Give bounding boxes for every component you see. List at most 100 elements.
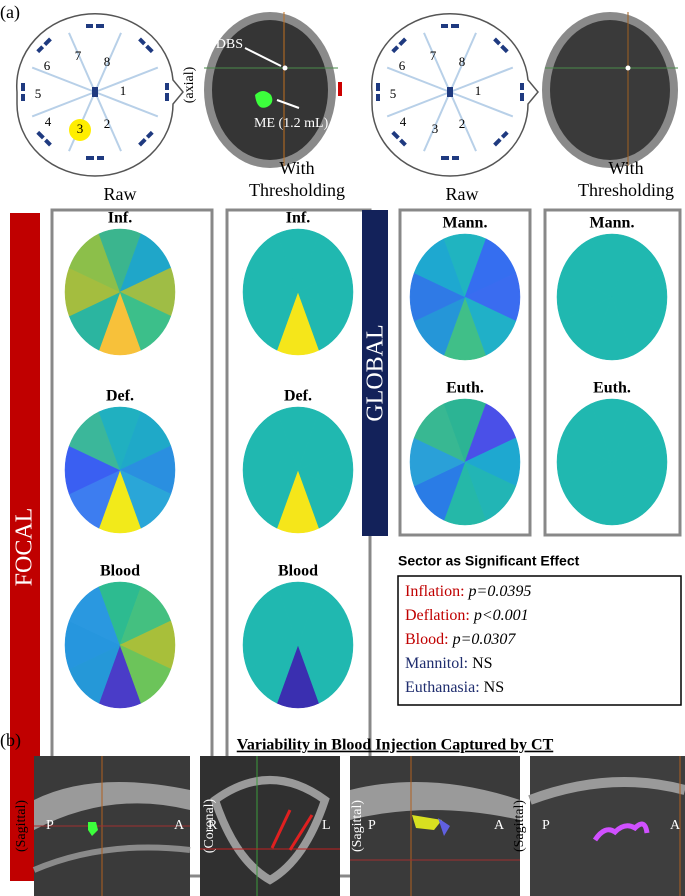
sector-number: 8	[459, 54, 466, 69]
head-diagram: 1 2 3 456 7 8	[15, 13, 184, 177]
legend-entry: Inflation: p=0.0395	[405, 583, 531, 600]
electrode	[493, 37, 509, 54]
header: Raw	[104, 184, 137, 204]
sector-line	[68, 32, 96, 93]
legend-entry: Euthanasia: NS	[405, 679, 504, 696]
pie-label: Inf.	[108, 210, 132, 227]
pie-label: Euth.	[593, 380, 631, 397]
sector-number: 6	[44, 58, 51, 73]
sector-line	[94, 91, 159, 118]
view-label: (Sagittal)	[512, 800, 527, 852]
effect: Deflation:	[405, 607, 470, 624]
direction: A	[670, 818, 681, 833]
sector-number: 6	[399, 58, 406, 73]
effect: Euthanasia:	[405, 679, 480, 696]
direction: A	[494, 818, 505, 833]
sector-number: 4	[400, 114, 407, 129]
sector-line	[449, 91, 514, 118]
center-marker	[92, 87, 98, 97]
direction: P	[542, 818, 550, 833]
pie-sector	[119, 469, 172, 529]
pie-label: Inf.	[286, 210, 310, 227]
sector-line	[449, 91, 477, 152]
sector-line	[386, 66, 451, 93]
sector-line	[449, 32, 477, 93]
electrode	[36, 130, 52, 147]
sector-number: 8	[104, 54, 111, 69]
header: With	[608, 158, 643, 178]
sector-line	[94, 66, 159, 93]
panel-title: Variability in Blood Injection Captured …	[237, 737, 554, 754]
sector-line	[449, 66, 514, 93]
sector-line	[94, 32, 122, 93]
sector-number: 2	[459, 116, 466, 131]
pie-label: Euth.	[446, 380, 484, 397]
view-label: (axial)	[182, 66, 197, 103]
effect: Mannitol:	[405, 655, 468, 672]
sector-number: 4	[45, 114, 52, 129]
direction: L	[322, 818, 331, 833]
pie-sector	[119, 644, 172, 704]
legend-entry: Blood: p=0.0307	[405, 631, 516, 648]
sector-number: 2	[104, 116, 111, 131]
pie-sector	[297, 469, 350, 529]
direction: P	[46, 818, 54, 833]
result: p<0.001	[473, 607, 529, 624]
pie-label: Blood	[278, 563, 318, 580]
pie-sector	[464, 461, 517, 521]
group-label: GLOBAL	[363, 324, 389, 421]
panel-label: (b)	[0, 730, 21, 751]
sector-number: 3	[77, 121, 84, 136]
pie-label: Def.	[106, 388, 134, 405]
direction: A	[174, 818, 185, 833]
header: Thresholding	[578, 180, 674, 200]
group-label: FOCAL	[12, 508, 38, 587]
sector-line	[423, 32, 451, 93]
pie-sector	[611, 296, 664, 356]
sector-line	[31, 91, 96, 118]
pie-label: Def.	[284, 388, 312, 405]
effect: Blood:	[405, 631, 449, 648]
electrode	[493, 130, 509, 147]
sector-number: 3	[432, 121, 439, 136]
legend-box	[397, 575, 682, 706]
sector-number: 5	[390, 86, 397, 101]
electrode	[36, 37, 52, 54]
header: Thresholding	[249, 180, 345, 200]
ct-axial-1	[200, 8, 342, 168]
dbs-label: DBS	[216, 37, 243, 52]
result: p=0.0307	[452, 631, 517, 648]
pie-sector	[464, 296, 517, 356]
electrode	[391, 37, 407, 54]
pie-label: Mann.	[590, 215, 635, 232]
pie-label: Mann.	[443, 215, 488, 232]
group-bar	[362, 210, 388, 536]
sector-number: 1	[475, 83, 482, 98]
highlight	[69, 119, 91, 141]
sector-number: 7	[430, 48, 437, 63]
legend-title: Sector as Significant Effect	[398, 553, 580, 569]
legend-entry: Deflation: p<0.001	[405, 607, 529, 624]
electrode	[138, 130, 154, 147]
view-label: (Sagittal)	[14, 800, 29, 852]
header: Raw	[446, 184, 479, 204]
pie-sector	[297, 644, 350, 704]
me-label: ME (1.2 mL)	[254, 116, 329, 131]
legend-entry: Mannitol: NS	[405, 655, 493, 672]
pie-sector	[297, 291, 350, 351]
result: NS	[484, 679, 504, 696]
electrode	[138, 37, 154, 54]
sector-number: 5	[35, 86, 42, 101]
sector-number: 1	[120, 83, 127, 98]
head-diagram: 1 2 3 456 7 8	[370, 13, 539, 177]
sector-number: 7	[75, 48, 82, 63]
view-label: (Coronal)	[202, 798, 217, 853]
box	[543, 208, 682, 537]
sector-line	[94, 91, 122, 152]
box	[398, 208, 532, 537]
pie-sector	[119, 291, 172, 351]
ct-images-b	[32, 756, 685, 896]
effect: Inflation:	[405, 583, 465, 600]
header: With	[279, 158, 314, 178]
